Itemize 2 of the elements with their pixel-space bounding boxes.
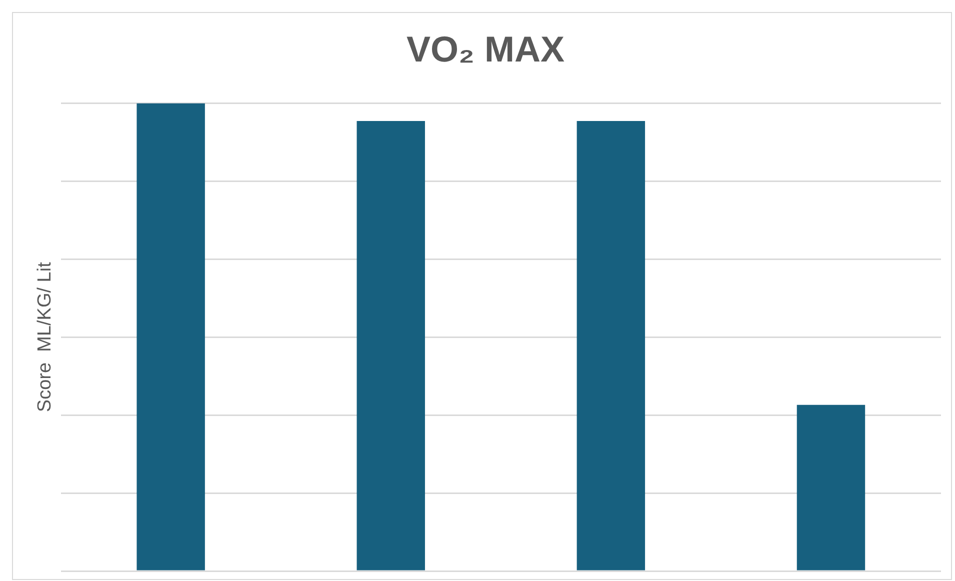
y-axis-title: Score ML/KG/ Lit: [34, 261, 56, 412]
chart-title: VO₂ MAX: [406, 28, 565, 70]
